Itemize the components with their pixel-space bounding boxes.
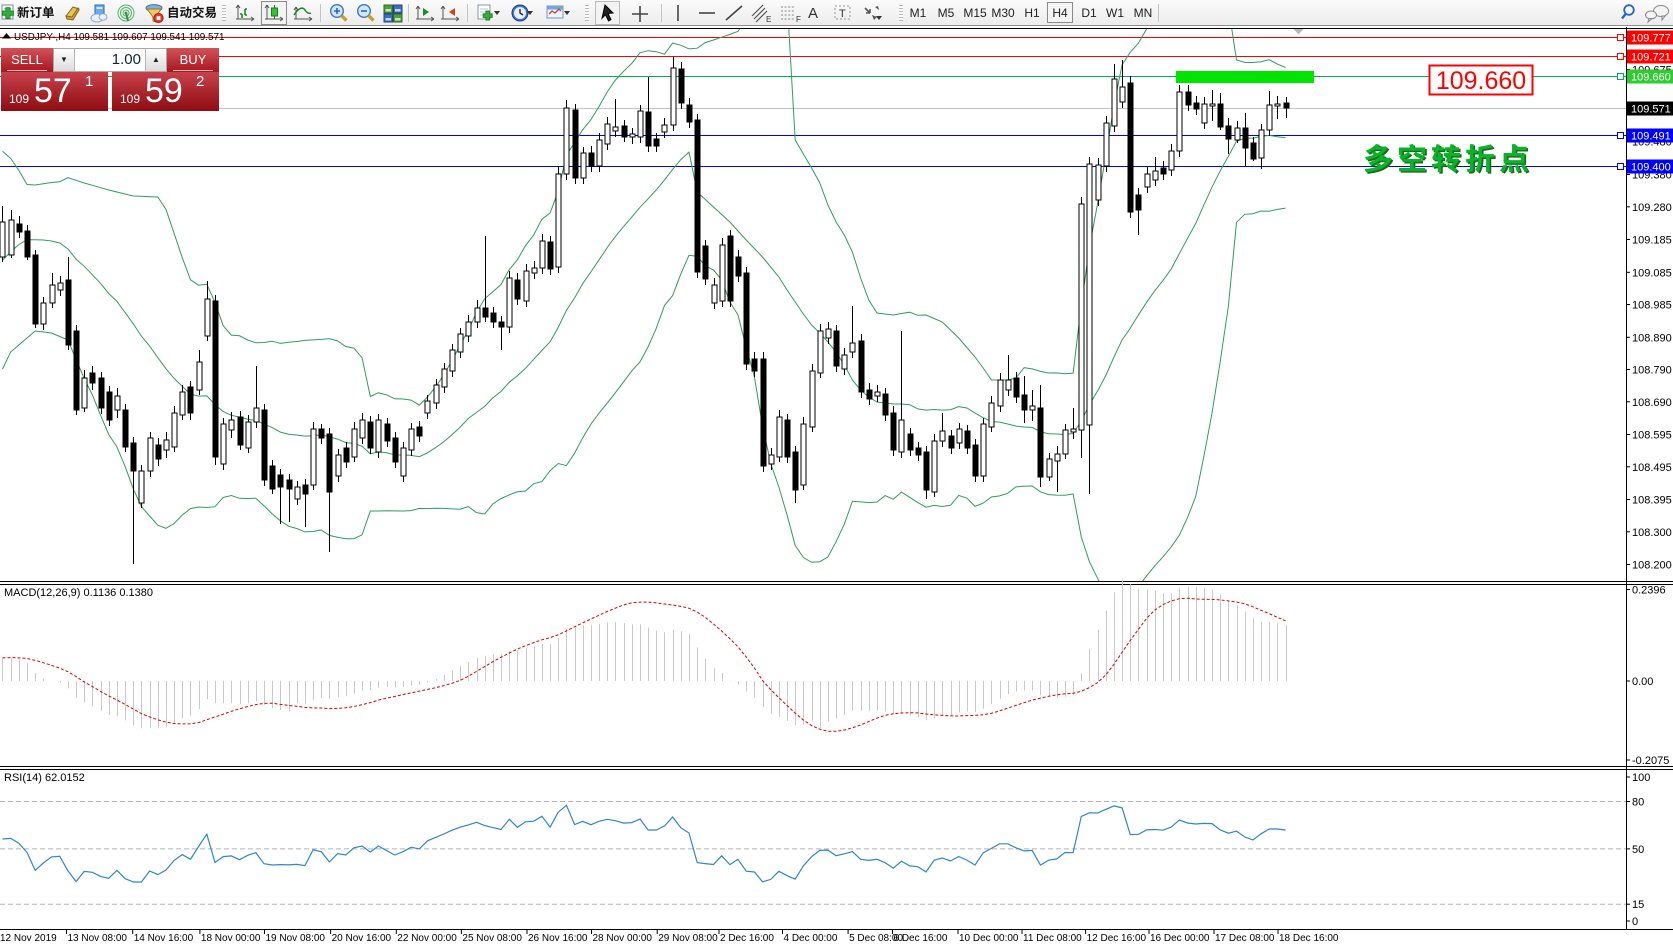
svg-text:18 Nov 00:00: 18 Nov 00:00 <box>201 933 261 944</box>
svg-text:109.400: 109.400 <box>1631 162 1671 174</box>
svg-text:109.660: 109.660 <box>1436 67 1526 95</box>
svg-text:6 Dec 16:00: 6 Dec 16:00 <box>894 933 948 944</box>
svg-text:5 Dec 08:00: 5 Dec 08:00 <box>849 933 903 944</box>
svg-text:0: 0 <box>1632 916 1638 928</box>
svg-text:100: 100 <box>1632 772 1650 784</box>
svg-text:80: 80 <box>1632 797 1644 809</box>
svg-text:28 Nov 00:00: 28 Nov 00:00 <box>593 933 653 944</box>
svg-text:12 Dec 16:00: 12 Dec 16:00 <box>1087 933 1147 944</box>
svg-text:4 Dec 00:00: 4 Dec 00:00 <box>784 933 838 944</box>
svg-text:109.185: 109.185 <box>1632 235 1672 247</box>
svg-text:13 Nov 08:00: 13 Nov 08:00 <box>68 933 128 944</box>
svg-text:19 Nov 08:00: 19 Nov 08:00 <box>266 933 326 944</box>
svg-text:109.721: 109.721 <box>1631 52 1671 64</box>
svg-text:108.495: 108.495 <box>1632 462 1672 474</box>
svg-text:MACD(12,26,9) 0.1136 0.1380: MACD(12,26,9) 0.1136 0.1380 <box>4 587 153 599</box>
svg-text:50: 50 <box>1632 844 1644 856</box>
svg-text:22 Nov 00:00: 22 Nov 00:00 <box>397 933 457 944</box>
svg-text:108.200: 108.200 <box>1632 560 1672 572</box>
svg-text:108.395: 108.395 <box>1632 495 1672 507</box>
svg-text:108.985: 108.985 <box>1632 300 1672 312</box>
svg-text:12 Nov 2019: 12 Nov 2019 <box>0 933 57 944</box>
svg-text:16 Dec 00:00: 16 Dec 00:00 <box>1150 933 1210 944</box>
svg-text:18 Dec 16:00: 18 Dec 16:00 <box>1279 933 1339 944</box>
svg-text:0.2396: 0.2396 <box>1632 585 1666 597</box>
svg-text:11 Dec 08:00: 11 Dec 08:00 <box>1023 933 1082 944</box>
svg-text:108.595: 108.595 <box>1632 430 1672 442</box>
svg-text:0.00: 0.00 <box>1632 676 1653 688</box>
svg-text:108.790: 108.790 <box>1632 365 1672 377</box>
svg-text:109.491: 109.491 <box>1631 131 1671 143</box>
svg-text:108.890: 108.890 <box>1632 332 1672 344</box>
svg-text:15: 15 <box>1632 899 1644 911</box>
svg-text:109.777: 109.777 <box>1631 33 1671 45</box>
svg-text:RSI(14) 62.0152: RSI(14) 62.0152 <box>4 772 85 784</box>
svg-text:108.300: 108.300 <box>1632 527 1672 539</box>
svg-text:F: F <box>796 15 801 24</box>
svg-text:T: T <box>839 8 846 20</box>
svg-text:E: E <box>766 15 771 24</box>
svg-text:29 Nov 08:00: 29 Nov 08:00 <box>658 933 718 944</box>
svg-text:109.660: 109.660 <box>1631 72 1671 84</box>
svg-text:109.280: 109.280 <box>1632 202 1672 214</box>
svg-text:108.690: 108.690 <box>1632 397 1672 409</box>
svg-text:109.085: 109.085 <box>1632 267 1672 279</box>
svg-text:17 Dec 08:00: 17 Dec 08:00 <box>1215 933 1275 944</box>
svg-text:26 Nov 16:00: 26 Nov 16:00 <box>528 933 588 944</box>
svg-text:109.571: 109.571 <box>1631 104 1671 116</box>
svg-text:-0.2075: -0.2075 <box>1632 755 1669 767</box>
svg-text:14 Nov 16:00: 14 Nov 16:00 <box>134 933 194 944</box>
svg-text:25 Nov 08:00: 25 Nov 08:00 <box>462 933 522 944</box>
svg-text:20 Nov 16:00: 20 Nov 16:00 <box>332 933 392 944</box>
svg-text:2 Dec 16:00: 2 Dec 16:00 <box>720 933 774 944</box>
svg-text:USDJPY-,H4 109.581 109.607 10: USDJPY-,H4 109.581 109.607 109.541 109.5… <box>14 32 225 43</box>
svg-text:10 Dec 00:00: 10 Dec 00:00 <box>959 933 1019 944</box>
